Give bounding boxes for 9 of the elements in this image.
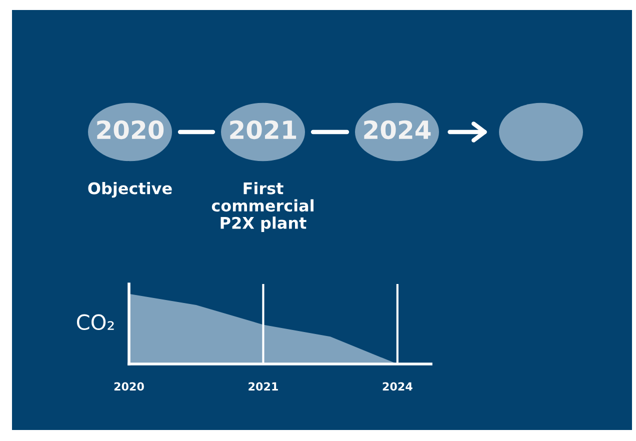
y-axis-title: CO₂ (76, 314, 114, 330)
text: 2021 (248, 382, 278, 391)
text: First commercial P2X plant (212, 182, 314, 232)
text: 2024 (382, 382, 412, 391)
x-tick-label: 2020 (97, 120, 164, 140)
x-tick-label: 2021 (230, 120, 296, 140)
text: Objective (88, 182, 172, 198)
x-tick-label: 2024 (364, 120, 431, 140)
text: 2020 (114, 382, 144, 391)
